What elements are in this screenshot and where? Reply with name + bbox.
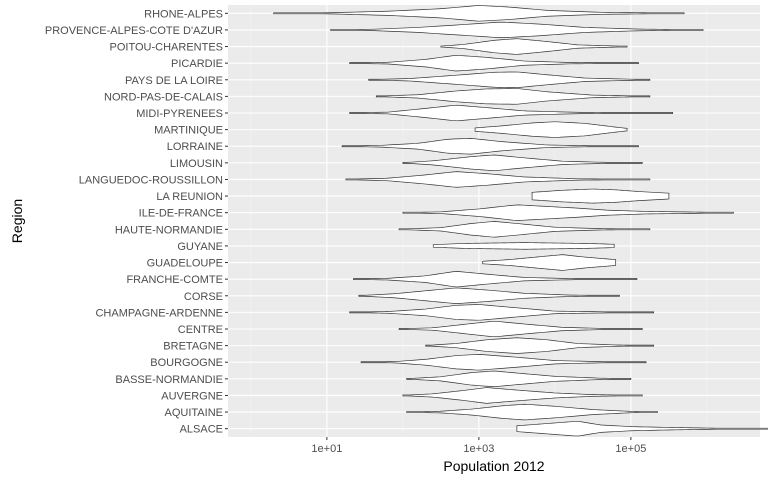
violin-auvergne — [402, 387, 643, 404]
violin-lorraine — [341, 138, 639, 155]
violin-ile-de-france — [402, 204, 734, 221]
y-tick-label: RHONE-ALPES — [144, 8, 223, 20]
violin-bretagne — [425, 337, 655, 354]
y-tick-label: HAUTE-NORMANDIE — [115, 224, 223, 236]
y-tick-label: LORRAINE — [167, 141, 223, 153]
violin-haute-normandie — [398, 221, 651, 238]
violin-limousin — [402, 154, 643, 172]
x-axis: 1e+01 1e+03 1e+05 — [311, 437, 646, 455]
violin-guyane — [432, 242, 615, 250]
y-tick-label: PROVENCE-ALPES-COTE D'AZUR — [45, 25, 223, 37]
x-tick-label: 1e+01 — [311, 443, 342, 455]
x-tick-label: 1e+05 — [615, 443, 646, 455]
y-tick-label: POITOU-CHARENTES — [110, 42, 223, 54]
y-axis: ALSACE AQUITAINE AUVERGNE BASSE-NORMANDIE BO… — [45, 8, 228, 436]
y-tick-label: BASSE-NORMANDIE — [115, 374, 223, 386]
y-tick-label: CHAMPAGNE-ARDENNE — [95, 307, 223, 319]
violin-picardie — [349, 54, 639, 72]
violin-martinique — [474, 121, 628, 138]
y-tick-label: MIDI-PYRENEES — [136, 108, 223, 120]
violin-bourgogne — [360, 354, 647, 371]
violin-pays-de-la-loire — [368, 71, 651, 88]
y-tick-label: LANGUEDOC-ROUSSILLON — [79, 174, 223, 186]
violin-nord-pas-de-calais — [375, 88, 651, 105]
y-tick-label: NORD-PAS-DE-CALAIS — [104, 91, 223, 103]
x-tick-label: 1e+03 — [463, 443, 494, 455]
y-tick-label: BRETAGNE — [163, 341, 223, 353]
y-tick-label: ILE-DE-FRANCE — [139, 208, 223, 220]
violins — [273, 5, 768, 437]
violin-languedoc-roussillon — [345, 171, 651, 188]
y-tick-label: LA REUNION — [156, 191, 223, 203]
violin-provence-alpes-cote-d-azur — [330, 21, 704, 39]
y-tick-label: GUADELOUPE — [147, 258, 223, 270]
y-tick-label: FRANCHE-COMTE — [126, 274, 223, 286]
violin-guadeloupe — [482, 254, 617, 271]
y-tick-label: AQUITAINE — [165, 407, 223, 419]
violin-alsace — [516, 421, 768, 437]
violin-champagne-ardenne — [349, 304, 655, 321]
y-tick-label: AUVERGNE — [161, 390, 223, 402]
violin-franche-comte — [353, 271, 638, 288]
violin-midi-pyrenees — [349, 104, 674, 122]
y-tick-label: ALSACE — [180, 424, 223, 436]
violin-la-reunion — [531, 188, 670, 204]
violin-rhone-alpes — [273, 5, 685, 22]
y-tick-label: PICARDIE — [171, 58, 223, 70]
y-tick-label: BOURGOGNE — [150, 357, 223, 369]
y-tick-label: CENTRE — [178, 324, 223, 336]
y-axis-title: Region — [9, 199, 25, 243]
violin-poitou-charentes — [440, 38, 628, 55]
y-tick-label: MARTINIQUE — [154, 125, 223, 137]
y-tick-label: GUYANE — [177, 241, 223, 253]
y-tick-label: CORSE — [184, 291, 223, 303]
violin-basse-normandie — [406, 370, 632, 387]
violin-aquitaine — [406, 403, 658, 421]
violin-corse — [358, 287, 620, 304]
y-tick-label: LIMOUSIN — [170, 158, 223, 170]
y-tick-label: PAYS DE LA LOIRE — [125, 75, 223, 87]
violin-centre — [398, 320, 643, 338]
x-axis-title: Population 2012 — [443, 458, 544, 474]
